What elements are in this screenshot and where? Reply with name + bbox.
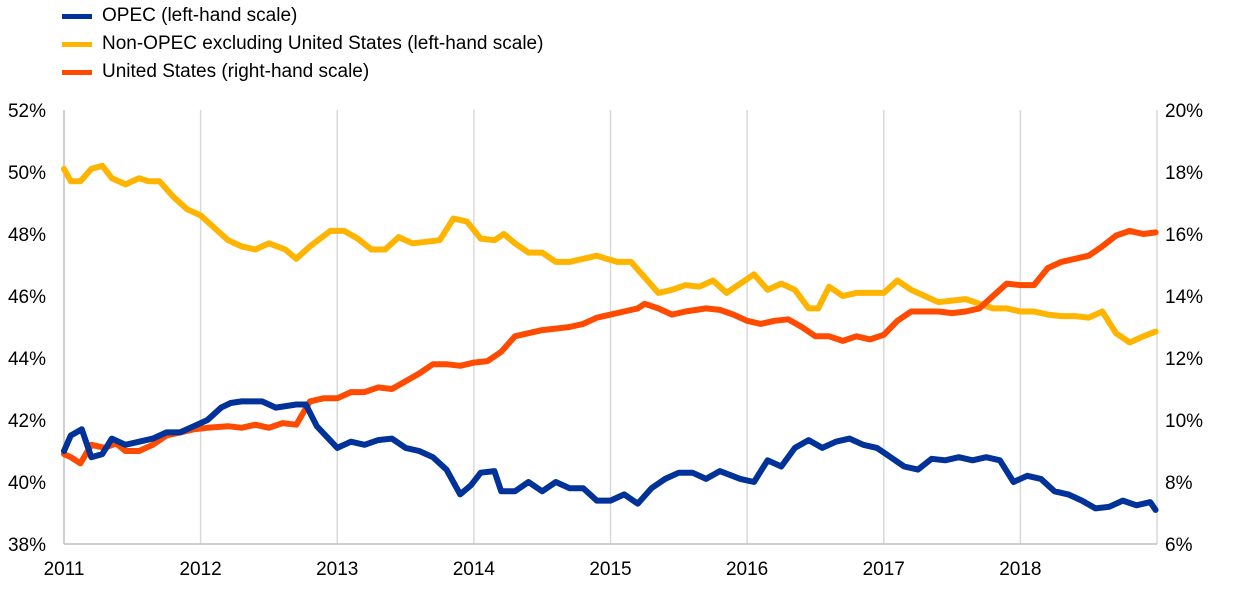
y-left-tick-label: 40% <box>8 473 46 494</box>
y-right-tick-label: 6% <box>1165 535 1193 556</box>
x-tick-label: 2014 <box>453 559 496 580</box>
x-tick-label: 2013 <box>316 559 358 580</box>
x-tick-label: 2016 <box>726 559 768 580</box>
legend-item-united-states: United States (right-hand scale) <box>62 58 543 86</box>
x-tick-label: 2017 <box>863 559 905 580</box>
y-right-tick-label: 10% <box>1165 411 1203 432</box>
x-tick-label: 2018 <box>999 559 1041 580</box>
grid-layer <box>199 110 1158 544</box>
x-tick-label: 2012 <box>179 559 221 580</box>
legend-swatch-opec <box>62 13 92 19</box>
label-layer: 2011 2012 2013 2014 2015 2016 2017 2018 38% 40% 42… <box>8 101 1203 580</box>
y-left-tick-label: 42% <box>8 411 46 432</box>
x-tick-label: 2011 <box>44 559 85 580</box>
y-left-tick-label: 38% <box>8 535 46 556</box>
legend: OPEC (left-hand scale) Non-OPEC excludin… <box>62 2 543 86</box>
y-left-tick-label: 44% <box>8 349 46 370</box>
y-left-tick-label: 50% <box>8 163 46 184</box>
y-right-tick-label: 12% <box>1165 349 1203 370</box>
legend-swatch-non-opec <box>62 41 92 47</box>
y-right-tick-label: 8% <box>1165 473 1193 494</box>
legend-item-non-opec: Non-OPEC excluding United States (left-h… <box>62 30 543 58</box>
axis-layer <box>63 110 1157 545</box>
series-line-non-opec <box>61 162 1159 346</box>
legend-label-non-opec: Non-OPEC excluding United States (left-h… <box>102 33 544 54</box>
series-layer <box>61 162 1159 513</box>
legend-label-opec: OPEC (left-hand scale) <box>102 5 298 26</box>
x-tick-label: 2015 <box>589 559 631 580</box>
legend-label-united-states: United States (right-hand scale) <box>102 61 370 82</box>
y-left-tick-label: 52% <box>8 101 46 122</box>
y-left-tick-label: 48% <box>8 225 46 246</box>
legend-item-opec: OPEC (left-hand scale) <box>62 2 543 30</box>
y-right-tick-label: 14% <box>1165 287 1203 308</box>
y-left-tick-label: 46% <box>8 287 46 308</box>
legend-swatch-united-states <box>62 69 92 75</box>
series-line-opec <box>61 398 1159 513</box>
series-line-united-states <box>61 227 1159 467</box>
y-right-tick-label: 20% <box>1165 101 1203 122</box>
y-right-tick-label: 16% <box>1165 225 1203 246</box>
y-right-tick-label: 18% <box>1165 163 1203 184</box>
